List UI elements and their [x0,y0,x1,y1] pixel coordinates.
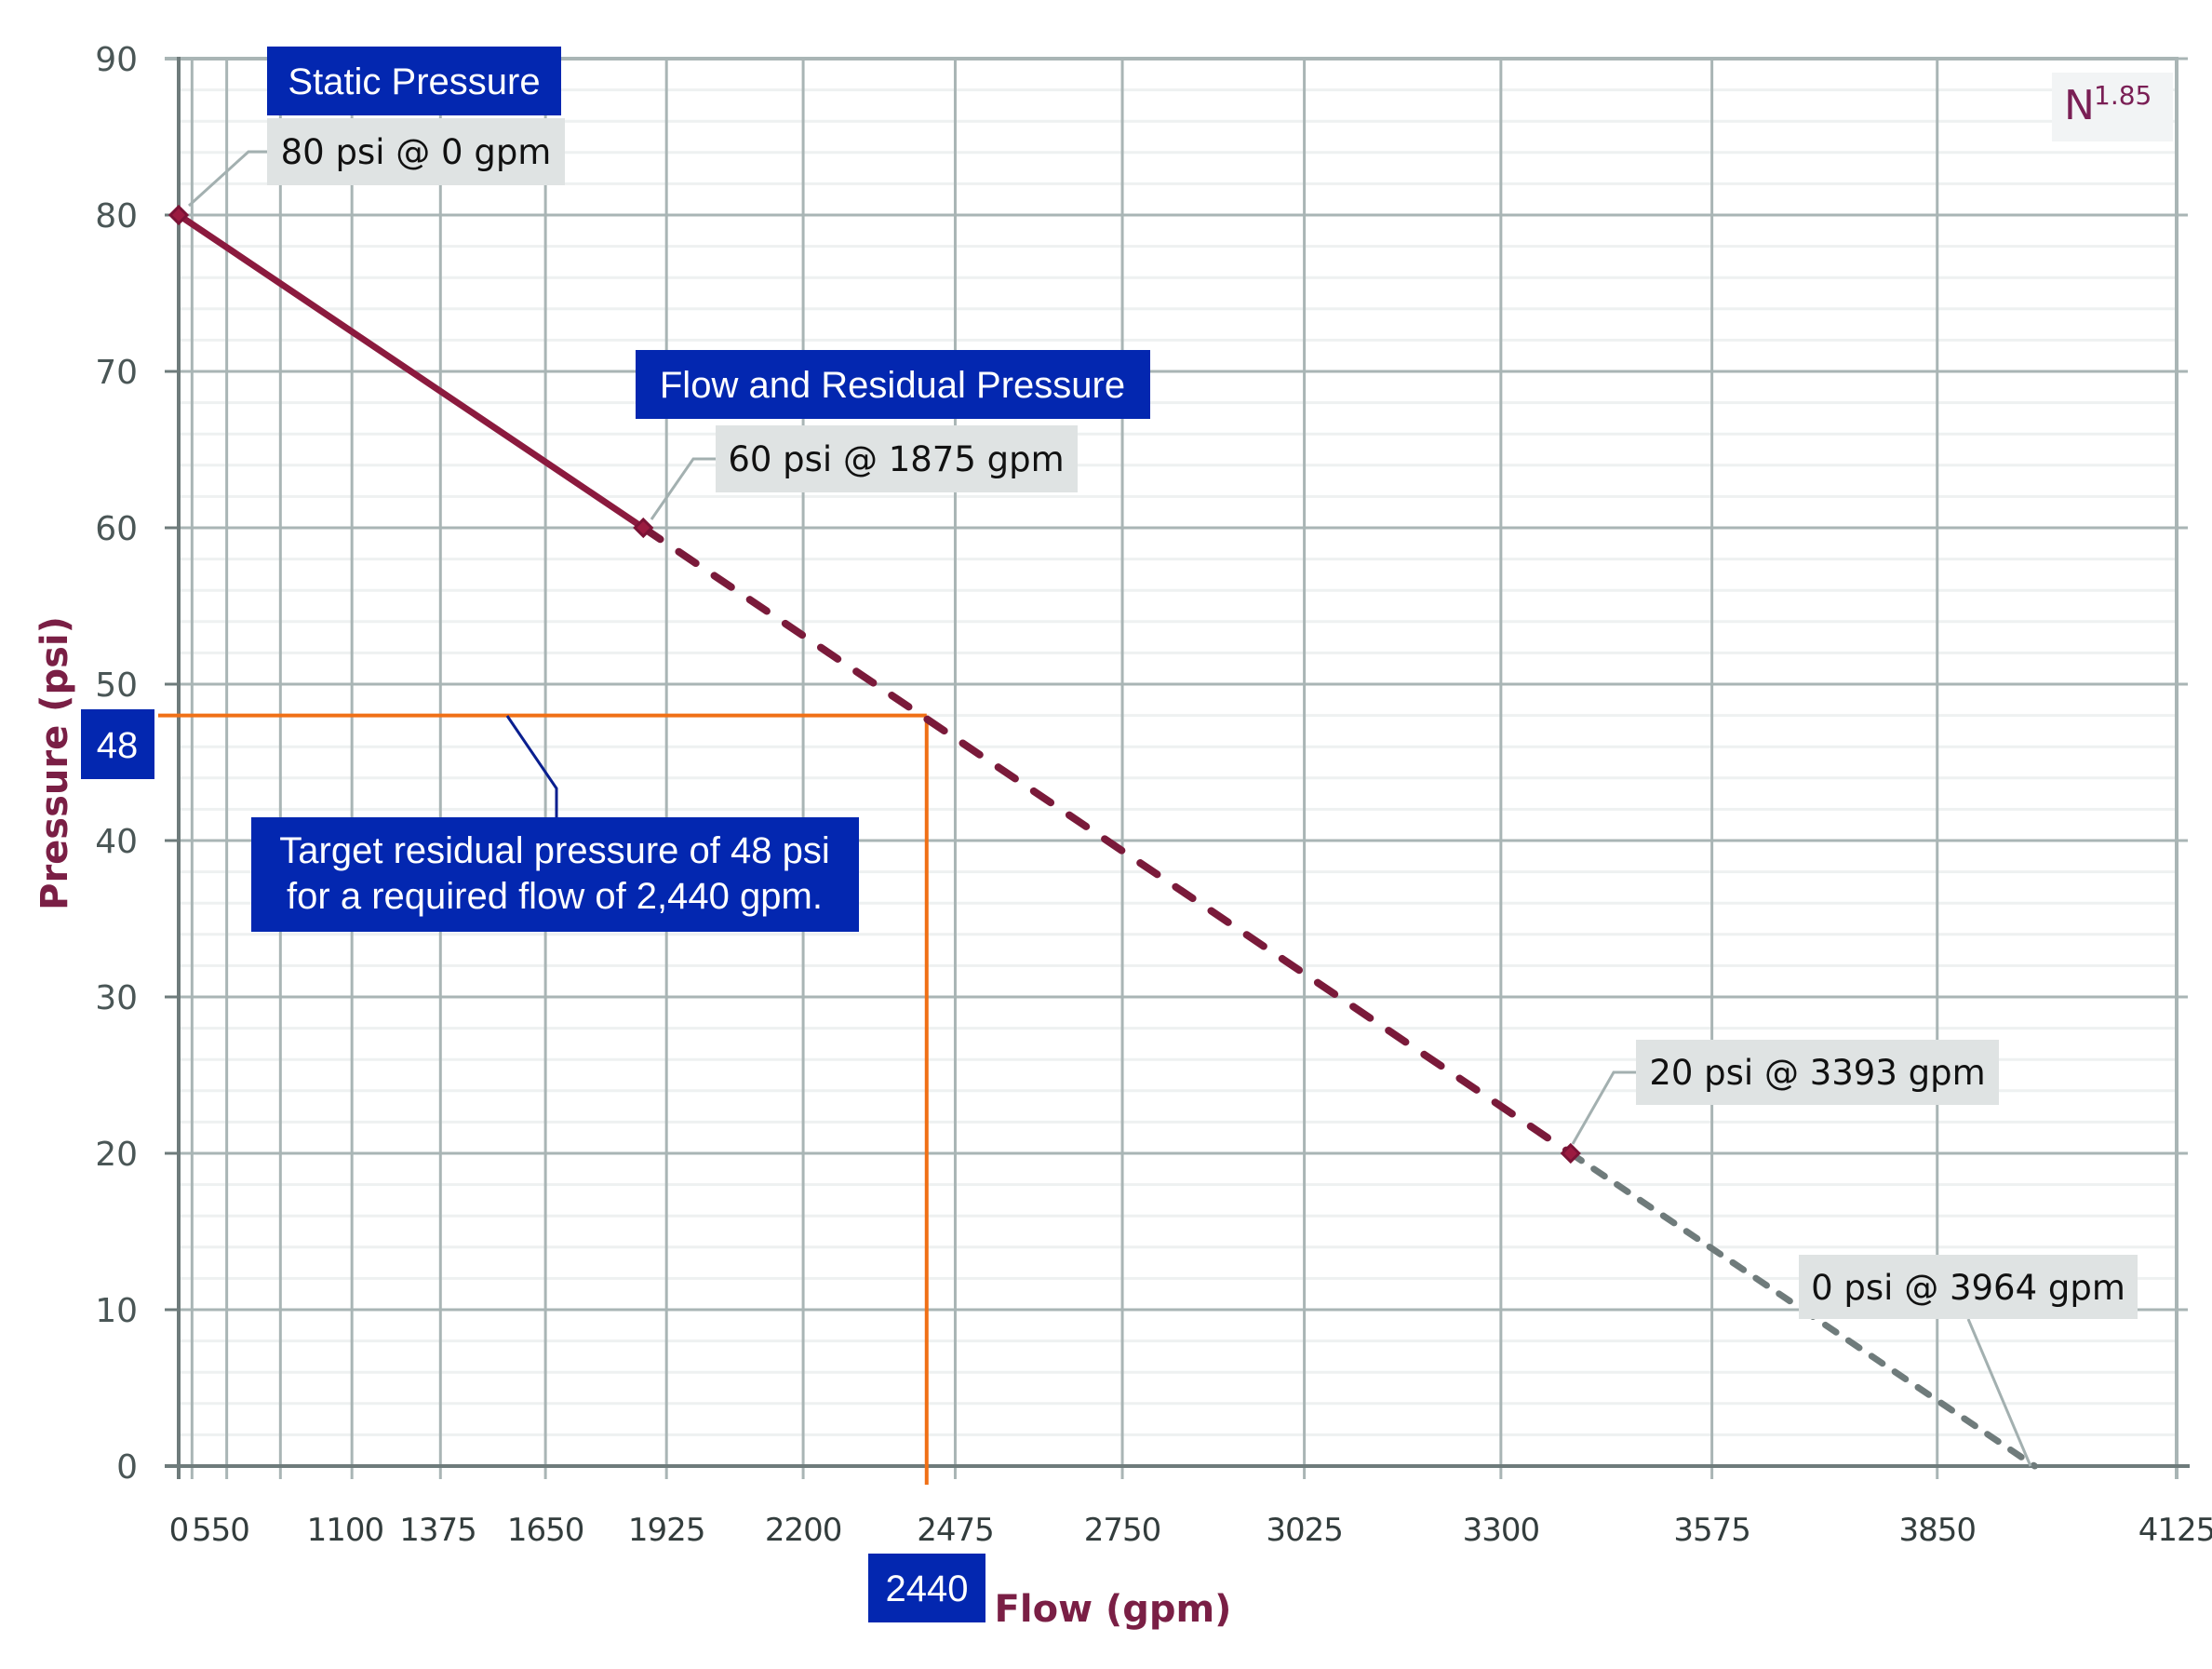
y-tick-label: 60 [95,510,138,548]
leader-target [505,715,558,817]
leader-0psi [1966,1318,2032,1467]
label-60psi-box [716,425,1078,492]
x-tick-label: 1650 [507,1512,584,1549]
x-tick-label: 1925 [628,1512,705,1549]
label-20psi: 20 psi @ 3393 gpm [1636,1040,1999,1105]
y-tick-label: 30 [95,979,138,1017]
y-tick-label: 0 [116,1448,138,1487]
y-axis-title: Pressure (psi) [34,616,76,910]
target-flow-badge-box [868,1554,985,1622]
scale-badge: N 1.85 [2052,73,2173,141]
minor-gridlines [179,88,2177,1436]
point-markers [168,204,1581,1164]
x-tick-labels: 0 550 1100 1375 1650 1925 2200 2475 2750 3025 3300… [169,1512,2212,1549]
series-line-tested [175,211,647,532]
x-tick-label: 3025 [1266,1512,1343,1549]
leader-static [187,150,267,208]
callout-flow-residual-box [636,350,1150,419]
x-tick-label: 2750 [1084,1512,1161,1549]
callout-target-note: Target residual pressure of 48 psi for a… [251,817,859,932]
callout-target-note-line1: Target residual pressure of 48 psi [279,830,829,871]
x-tick-label: 3850 [1898,1512,1976,1549]
series-line-projected [639,524,1575,1157]
y-tick-labels: 0 10 20 30 40 50 60 70 80 90 [95,41,138,1487]
data-point-marker [168,204,190,226]
y-tick-label: 70 [95,354,138,392]
label-60psi: 60 psi @ 1875 gpm [716,425,1078,492]
target-flow-badge: 2440 [868,1554,985,1622]
label-60psi-text: 60 psi @ 1875 gpm [728,439,1064,479]
callout-static-pressure-title: Static Pressure [288,61,540,102]
y-tick-label: 20 [95,1136,138,1174]
label-80psi-box [267,118,565,185]
label-0psi-box [1799,1255,2138,1319]
target-pressure-badge-text: 48 [97,725,139,766]
x-tick-label: 3575 [1673,1512,1750,1549]
data-point-marker [633,517,654,539]
x-tick-label: 2475 [917,1512,994,1549]
axes [165,57,2190,1479]
y-tick-label: 90 [95,41,138,79]
y-tick-label: 50 [95,666,138,705]
target-pressure-badge: 48 [81,709,154,779]
label-20psi-box [1636,1040,1999,1105]
label-80psi: 80 psi @ 0 gpm [267,118,565,185]
y-tick-label: 80 [95,197,138,236]
leader-lines [187,150,2032,1467]
vertical-gridlines [190,59,2178,1479]
scale-badge-base: N [2064,82,2095,129]
x-axis-title: Flow (gpm) [995,1588,1232,1631]
target-lines [158,713,929,1485]
x-tick-label: 1375 [399,1512,476,1549]
callout-flow-residual-title: Flow and Residual Pressure [660,365,1125,406]
data-point-marker [1560,1142,1581,1164]
x-tick-label: 4125 [2138,1512,2212,1549]
callout-target-note-box [251,817,859,932]
x-tick-label: 2200 [765,1512,842,1549]
label-0psi-text: 0 psi @ 3964 gpm [1811,1268,2125,1308]
y-tick-label: 40 [95,823,138,861]
callout-static-pressure-box [267,47,561,115]
scale-badge-box [2052,73,2173,141]
label-20psi-text: 20 psi @ 3393 gpm [1649,1053,1985,1093]
label-0psi: 0 psi @ 3964 gpm [1799,1255,2138,1319]
x-tick-label: 3300 [1463,1512,1540,1549]
y-tick-label: 10 [95,1292,138,1330]
x-tick-label: 1100 [307,1512,384,1549]
callout-target-note-line2: for a required flow of 2,440 gpm. [287,876,823,917]
x-tick-label: 550 [192,1512,249,1549]
scale-badge-exponent: 1.85 [2094,80,2152,111]
leader-20psi [1571,1070,1636,1145]
target-flow-badge-text: 2440 [886,1568,969,1609]
callout-static-pressure: Static Pressure [267,47,561,115]
callout-flow-residual: Flow and Residual Pressure [636,350,1150,419]
target-pressure-badge-box [81,709,154,779]
label-80psi-text: 80 psi @ 0 gpm [281,132,552,172]
x-tick-label: 0 [169,1512,189,1549]
leader-residual [650,457,716,520]
